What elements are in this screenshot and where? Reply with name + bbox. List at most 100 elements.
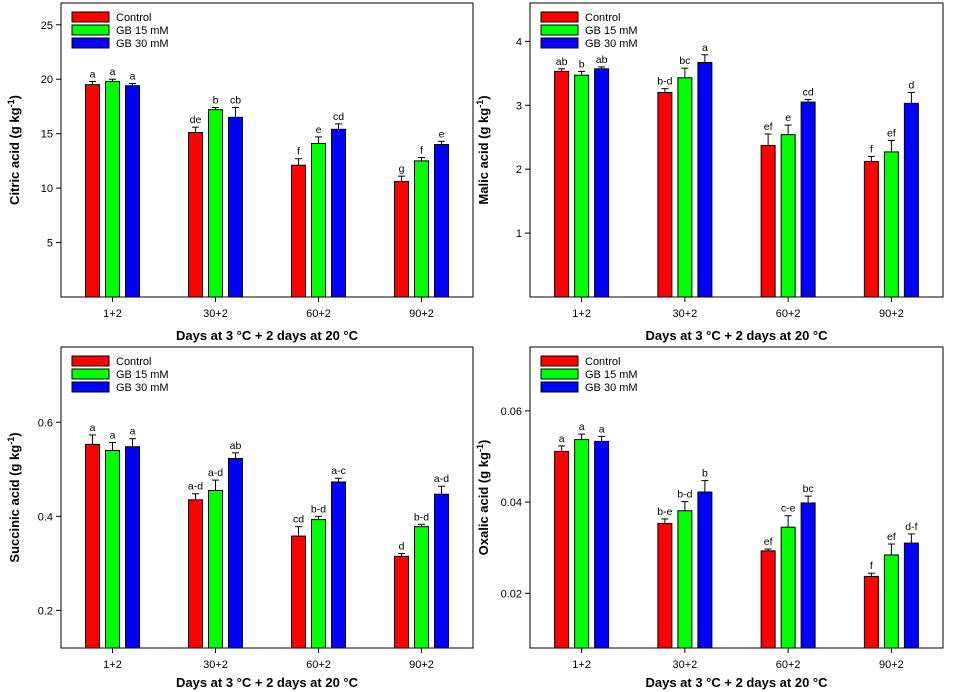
plot-frame — [529, 346, 944, 649]
legend-label: GB 15 mM — [585, 369, 638, 381]
y-tick-label: 0.06 — [501, 406, 522, 418]
bar — [677, 510, 693, 649]
significance-label: cd — [293, 514, 304, 526]
significance-label: a — [599, 423, 605, 435]
significance-label: a-d — [188, 481, 203, 493]
x-axis-title: Days at 3 °C + 2 days at 20 °C — [176, 675, 359, 690]
bar — [863, 575, 879, 649]
bar — [228, 457, 243, 649]
y-tick-label: 1 — [516, 228, 522, 240]
significance-label: a — [130, 71, 136, 83]
bar — [208, 489, 223, 649]
y-tick-label: 0.2 — [38, 605, 53, 617]
y-tick-label: 0.6 — [38, 417, 53, 429]
bar — [574, 74, 590, 298]
significance-label: ab — [596, 54, 608, 66]
significance-label: a-d — [434, 473, 449, 485]
y-tick-label: 15 — [41, 129, 53, 141]
bar — [760, 145, 776, 298]
legend-label: GB 30 mM — [116, 38, 169, 50]
significance-label: g — [399, 163, 405, 175]
significance-label: de — [190, 114, 202, 126]
y-tick-label: 4 — [516, 36, 522, 48]
bar — [188, 499, 203, 649]
bar — [188, 132, 203, 298]
bar — [394, 181, 409, 298]
significance-label: ef — [764, 536, 773, 548]
bar — [760, 550, 776, 649]
x-tick-label: 30+2 — [203, 659, 228, 671]
significance-label: a — [110, 429, 116, 441]
bar — [697, 491, 713, 649]
y-tick-label: 0.04 — [501, 497, 522, 509]
legend-swatch — [71, 11, 110, 23]
significance-label: a — [90, 68, 96, 80]
significance-label: a — [559, 433, 565, 445]
significance-label: e — [439, 128, 445, 140]
legend-swatch — [540, 24, 579, 36]
legend-label: GB 30 mM — [116, 382, 169, 394]
succinic-acid-chart: 0.2 0.4 0.6 1+2 a a a 30+2 a-d a-d ab 60+2 cd b-d a-c 9… — [6, 346, 474, 690]
legend-label: GB 15 mM — [116, 25, 169, 37]
bar — [657, 522, 673, 649]
bar — [105, 80, 120, 298]
legend-swatch — [540, 355, 579, 367]
legend-label: GB 15 mM — [585, 25, 638, 37]
significance-label: cd — [333, 111, 344, 123]
legend-swatch — [540, 37, 579, 49]
y-tick-label: 20 — [41, 74, 53, 86]
bar — [574, 439, 590, 649]
bar — [85, 443, 100, 649]
bar — [780, 526, 796, 649]
legend-swatch — [540, 368, 579, 380]
x-tick-label: 30+2 — [672, 659, 697, 671]
significance-label: a — [579, 421, 585, 433]
bar — [800, 101, 816, 298]
significance-label: ab — [230, 440, 242, 452]
legend-label: GB 30 mM — [585, 382, 638, 394]
bar — [800, 502, 816, 649]
x-axis-title: Days at 3 °C + 2 days at 20 °C — [176, 328, 359, 343]
y-tick-label: 0.4 — [38, 511, 53, 523]
bar — [291, 164, 306, 298]
bar — [291, 535, 306, 649]
plot-frame — [60, 2, 474, 298]
bar — [85, 84, 100, 298]
significance-label: ef — [887, 127, 896, 139]
significance-label: a — [110, 66, 116, 78]
bar — [208, 109, 223, 298]
y-axis-title: Citric acid (g kg-1) — [6, 95, 22, 205]
bar — [780, 134, 796, 298]
significance-label: ef — [764, 121, 773, 133]
y-tick-label: 10 — [41, 183, 53, 195]
bar — [125, 446, 140, 649]
bar — [434, 144, 449, 298]
bar — [331, 481, 346, 649]
x-tick-label: 90+2 — [879, 659, 904, 671]
significance-label: b-d — [414, 511, 429, 523]
plot-frame — [60, 346, 474, 649]
significance-label: a — [702, 42, 708, 54]
significance-label: a-c — [331, 465, 346, 477]
significance-label: e — [785, 112, 791, 124]
bar — [434, 493, 449, 649]
x-tick-label: 60+2 — [776, 659, 801, 671]
x-tick-label: 90+2 — [409, 659, 434, 671]
bar — [228, 116, 243, 298]
y-tick-label: 5 — [47, 238, 53, 250]
legend-label: Control — [116, 12, 151, 24]
bar — [594, 68, 610, 298]
x-axis-title: Days at 3 °C + 2 days at 20 °C — [645, 328, 828, 343]
x-tick-label: 30+2 — [672, 308, 697, 320]
x-tick-label: 60+2 — [306, 659, 331, 671]
bar — [394, 555, 409, 649]
y-axis-title: Oxalic acid (g kg-1) — [475, 440, 491, 556]
significance-label: b-e — [657, 506, 672, 518]
bar — [594, 440, 610, 649]
significance-label: ab — [556, 56, 568, 68]
y-tick-label: 2 — [516, 164, 522, 176]
legend-label: GB 30 mM — [585, 38, 638, 50]
significance-label: bc — [803, 483, 814, 495]
